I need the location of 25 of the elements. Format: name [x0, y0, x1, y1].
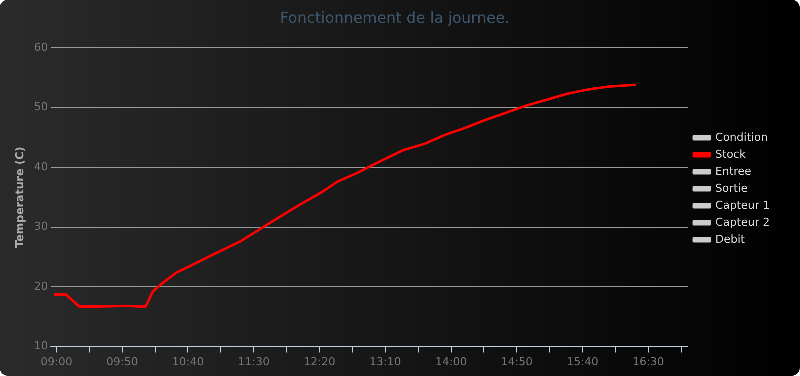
x-tick-label: 14:50 [501, 355, 533, 368]
x-tick-label: 14:00 [435, 355, 468, 368]
x-tick-label: 15:40 [566, 355, 599, 368]
legend-label: Entree [716, 164, 752, 178]
legend-label: Capteur 2 [716, 216, 770, 229]
x-tick-label: 13:10 [370, 355, 402, 368]
y-tick-label: 40 [34, 160, 48, 174]
y-tick-label: 50 [34, 100, 48, 114]
legend-label: Capteur 1 [716, 198, 770, 212]
legend-label: Stock [716, 148, 747, 161]
x-tick-label: 11:30 [238, 355, 270, 368]
y-tick-label: 10 [34, 340, 48, 353]
legend-label: Condition [716, 130, 768, 144]
x-tick-label: 09:50 [106, 355, 138, 368]
legend-label: Sortie [716, 182, 748, 195]
y-tick-label: 20 [34, 280, 48, 293]
x-tick-label: 12:20 [304, 355, 336, 368]
x-tick-label: 09:00 [40, 355, 73, 368]
chart-title: Fonctionnement de la journee. [280, 8, 510, 27]
x-tick-label: 10:40 [172, 355, 204, 368]
y-axis-title: Temperature (C) [13, 146, 26, 248]
x-tick-label: 16:30 [632, 355, 664, 368]
legend-label: Debit [716, 232, 746, 246]
y-tick-label: 60 [34, 40, 48, 54]
y-tick-label: 30 [34, 220, 48, 234]
